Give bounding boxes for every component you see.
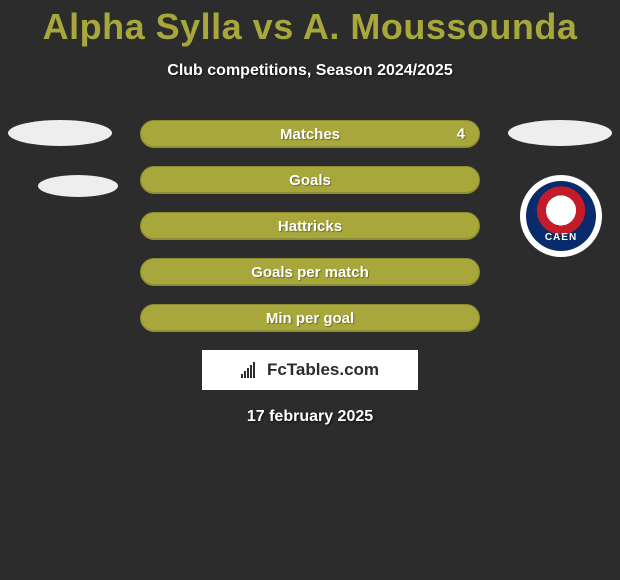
page-title: Alpha Sylla vs A. Moussounda: [0, 0, 620, 48]
brand-box: FcTables.com: [202, 350, 418, 390]
stat-value-right: 4: [457, 126, 465, 143]
club-badge-text: CAEN: [545, 232, 577, 243]
footer-date: 17 february 2025: [0, 408, 620, 426]
stat-row: Goals per match: [140, 258, 480, 286]
bar-chart-icon: [241, 362, 261, 378]
club-badge-right: CAEN: [520, 175, 602, 257]
stat-label: Matches: [280, 126, 340, 143]
stat-label: Min per goal: [266, 310, 354, 327]
stat-row: Hattricks: [140, 212, 480, 240]
stat-row: Min per goal: [140, 304, 480, 332]
stats-area: CAEN Matches 4 Goals Hattricks Goals per…: [0, 120, 620, 426]
stat-row: Goals: [140, 166, 480, 194]
stat-label: Goals: [289, 172, 331, 189]
page-subtitle: Club competitions, Season 2024/2025: [0, 62, 620, 80]
stat-rows: Matches 4 Goals Hattricks Goals per matc…: [140, 120, 480, 332]
club-badge-inner: CAEN: [526, 181, 596, 251]
brand-text: FcTables.com: [267, 360, 379, 380]
stat-row: Matches 4: [140, 120, 480, 148]
stat-label: Goals per match: [251, 264, 369, 281]
player-avatar-right: [508, 120, 612, 146]
stat-label: Hattricks: [278, 218, 342, 235]
player-avatar-left: [8, 120, 112, 146]
